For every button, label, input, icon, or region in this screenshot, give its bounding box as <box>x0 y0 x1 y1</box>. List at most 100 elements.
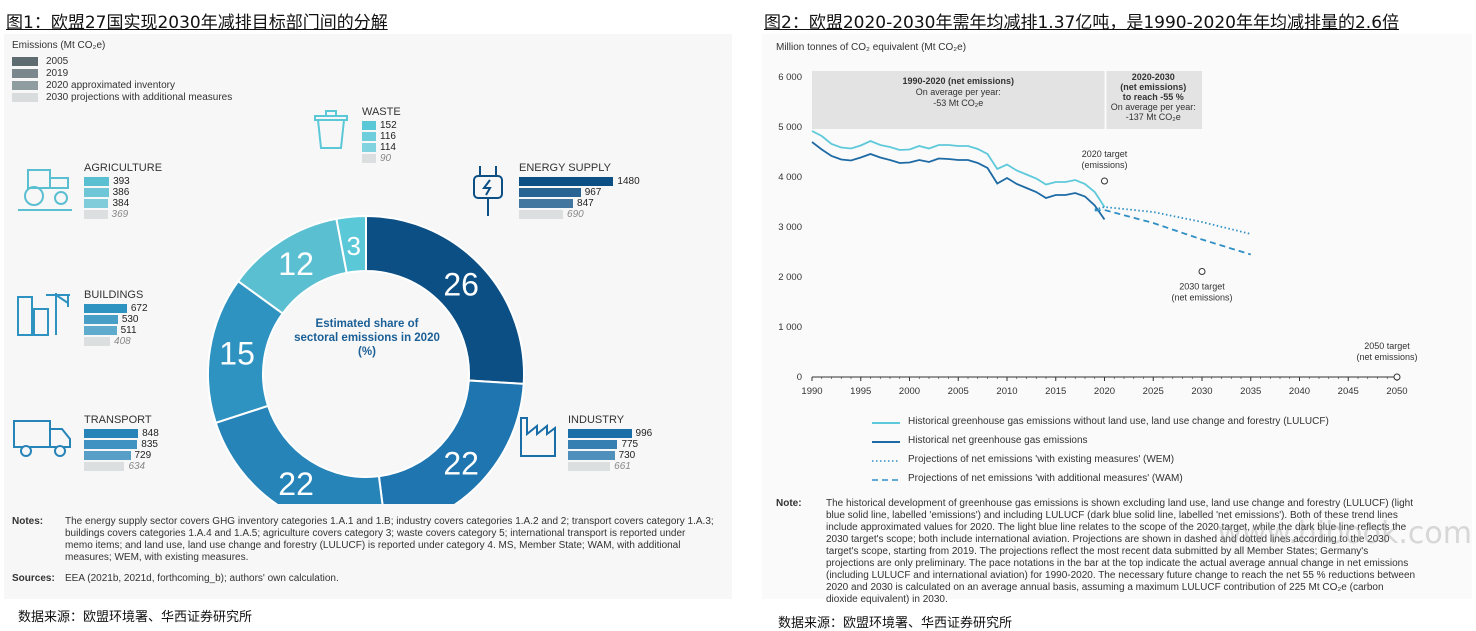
x-tick-label: 2025 <box>1143 386 1164 397</box>
sector-bar <box>362 121 376 130</box>
truck-icon <box>13 420 71 457</box>
sector-label-industry: INDUSTRY <box>568 414 625 426</box>
sector-bar-value: 511 <box>120 325 137 336</box>
sector-bar <box>568 462 611 471</box>
donut-slice-label: 15 <box>219 336 255 372</box>
legend-label: Projections of net emissions 'with exist… <box>908 454 1175 465</box>
sector-bar-value: 116 <box>380 131 396 142</box>
sector-bar-value: 393 <box>113 176 130 187</box>
figure1-source: 数据来源：欧盟环境署、华西证券研究所 <box>18 610 253 625</box>
sector-bar <box>519 177 614 186</box>
sector-bar <box>362 154 376 163</box>
tractor-icon <box>18 169 72 211</box>
note-label: Note: <box>776 498 802 509</box>
target-annotation: (net emissions) <box>1171 293 1232 303</box>
factory-icon <box>520 417 556 457</box>
y-tick-label: 0 <box>797 372 802 383</box>
sector-bar-value: 369 <box>111 209 129 220</box>
sector-bar-value: 90 <box>380 153 392 164</box>
sector-bar-value: 775 <box>621 439 639 450</box>
emissions-legend-title: Emissions (Mt CO₂e) <box>12 40 106 51</box>
sector-label-agriculture: AGRICULTURE <box>84 162 163 174</box>
sector-label-energy-supply: ENERGY SUPPLY <box>519 162 611 174</box>
average-box-1990-2020 <box>812 71 1105 129</box>
figure1-sources: Sources: EEA (2021b, 2021d, forthcoming_… <box>12 573 728 587</box>
legend-label: 2005 <box>46 56 69 67</box>
legend-item-wam: Projections of net emissions 'with addit… <box>872 473 1332 487</box>
legend-item-net-ghg: Historical net greenhouse gas emissions <box>872 435 1332 449</box>
buildings-crane-icon <box>17 293 70 336</box>
center-line-1: Estimated share of <box>315 318 419 330</box>
box2-line: On average per year: <box>1111 102 1196 112</box>
x-tick-label: 2035 <box>1240 386 1261 397</box>
x-tick-label: 2050 <box>1386 386 1407 397</box>
y-tick-label: 4 000 <box>778 172 802 183</box>
sector-bar <box>568 451 615 460</box>
x-tick-label: 2010 <box>996 386 1017 397</box>
donut-center-label: Estimated share of sectoral emissions in… <box>287 317 447 359</box>
sector-bar <box>84 199 109 208</box>
legend-label: Historical greenhouse gas emissions with… <box>908 416 1329 427</box>
sector-bar <box>84 429 139 438</box>
center-line-3: (%) <box>358 346 376 358</box>
y-axis-title: Million tonnes of CO₂ equivalent (Mt CO₂… <box>776 42 967 53</box>
target-marker <box>1198 268 1206 275</box>
legend-swatch <box>12 57 38 66</box>
target-annotation: 2030 target <box>1179 282 1225 292</box>
box2-line: 2020-2030 <box>1132 72 1175 82</box>
sector-bar <box>84 337 111 346</box>
sector-label-transport: TRANSPORT <box>84 414 152 426</box>
legend-swatch <box>12 81 38 90</box>
sector-bar <box>84 210 108 219</box>
target-marker <box>1101 177 1108 185</box>
x-tick-label: 2040 <box>1289 386 1310 397</box>
sector-label-waste: WASTE <box>362 106 401 118</box>
sector-bar <box>84 326 117 335</box>
x-tick-label: 2015 <box>1045 386 1066 397</box>
figure2-source: 数据来源：欧盟环境署、华西证券研究所 <box>778 616 1013 631</box>
sector-bar <box>84 462 125 471</box>
donut-slice-label: 22 <box>278 466 314 502</box>
legend-item-2005: 2005 <box>12 56 68 67</box>
y-tick-label: 2 000 <box>778 272 802 283</box>
sector-bar-value: 730 <box>618 450 636 461</box>
x-tick-label: 2005 <box>948 386 969 397</box>
sector-bar-value: 661 <box>614 461 631 472</box>
sector-bar-value: 152 <box>380 120 397 131</box>
sector-bar-value: 530 <box>121 314 139 325</box>
box1-line: -53 Mt CO₂e <box>933 98 983 108</box>
box1-line: On average per year: <box>916 87 1001 97</box>
sector-bar <box>84 451 131 460</box>
donut-slice-waste <box>335 214 367 274</box>
sector-share-donut: 26 22 22 15 12 3 <box>207 214 525 504</box>
target-annotation: 2050 target <box>1364 341 1410 351</box>
figure1-panel: Emissions (Mt CO₂e) 2005 2019 2020 appro… <box>4 34 732 599</box>
center-line-2: sectoral emissions in 2020 <box>294 332 440 344</box>
legend-item-2019: 2019 <box>12 68 68 79</box>
legend-label: 2020 approximated inventory <box>46 80 175 91</box>
legend-swatch <box>12 93 38 102</box>
y-tick-label: 5 000 <box>778 122 802 133</box>
sector-bar <box>519 188 581 197</box>
target-annotation: 2020 target <box>1082 149 1128 159</box>
donut-slice-label: 22 <box>443 445 479 481</box>
notes-label: Notes: <box>12 516 44 527</box>
donut-slice-industry <box>377 379 525 504</box>
sector-bar-value: 384 <box>112 198 130 209</box>
legend-label: Historical net greenhouse gas emissions <box>908 435 1088 446</box>
note-text: The historical development of greenhouse… <box>826 498 1416 605</box>
series-line-3 <box>1094 209 1252 256</box>
sector-bar <box>84 440 138 449</box>
sector-bar-value: 848 <box>142 428 159 439</box>
y-tick-label: 3 000 <box>778 222 802 233</box>
sector-bar-value: 847 <box>577 198 594 209</box>
sector-bar <box>519 199 574 208</box>
legend-line-dark <box>872 441 900 443</box>
sector-bar-value: 672 <box>130 303 148 314</box>
sector-bar <box>84 188 109 197</box>
series-line-1 <box>811 141 1106 221</box>
sector-bar <box>568 440 618 449</box>
sources-label: Sources: <box>12 573 55 584</box>
notes-text: The energy supply sector covers GHG inve… <box>65 516 714 563</box>
box1-line: 1990-2020 (net emissions) <box>902 76 1014 86</box>
